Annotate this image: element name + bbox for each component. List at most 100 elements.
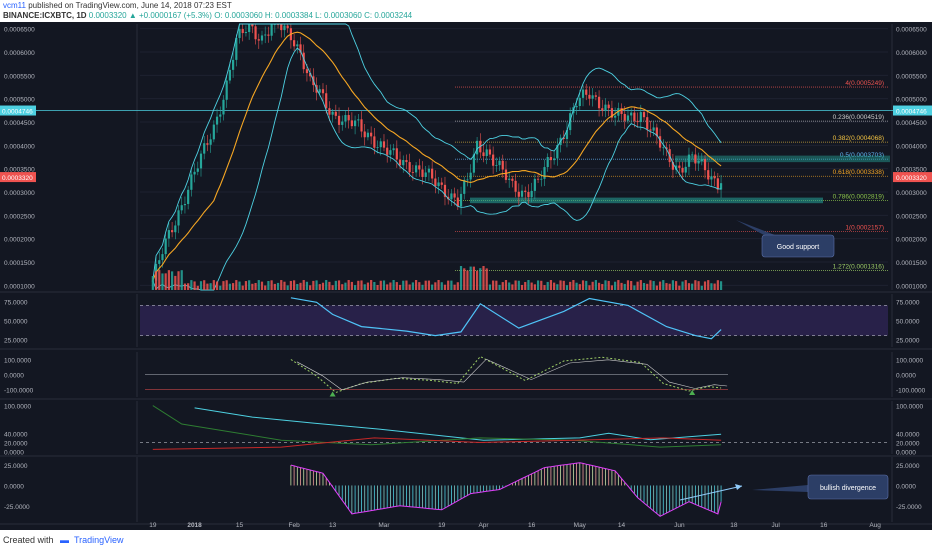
fib-level-label: 0.236(0.0004519): [833, 114, 884, 121]
volume-bar: [492, 280, 495, 290]
volume-bar: [273, 283, 276, 290]
candle-body: [597, 96, 601, 109]
volume-bar: [321, 282, 325, 290]
candle-body: [164, 238, 167, 255]
rsi-tick-right: 50.0000: [896, 319, 920, 326]
candle-body: [440, 182, 443, 185]
publish-info: published on TradingView.com, June 14, 2…: [28, 1, 232, 10]
candle-body: [238, 29, 241, 38]
tradingview-brand[interactable]: TradingView: [74, 535, 124, 545]
volume-bar: [488, 284, 492, 290]
support-callout-text: Good support: [777, 244, 819, 251]
volume-bar: [248, 280, 251, 290]
candle-body: [325, 93, 328, 109]
price-tick-right: 0.0002500: [896, 213, 927, 220]
candle-body: [694, 154, 697, 164]
volume-bar: [559, 280, 562, 290]
volume-bar: [675, 281, 678, 290]
volume-bar: [225, 280, 228, 290]
fib-level-label: 0.382(0.0004068): [833, 135, 884, 142]
candle-body: [466, 179, 469, 181]
volume-bar: [376, 284, 379, 290]
volume-bar: [305, 281, 309, 290]
price-tick-left: 0.0001000: [4, 283, 35, 290]
chart-canvas[interactable]: 0.0006500 0.0006500 0.0006000 0.0006000 0.00…: [0, 22, 932, 530]
volume-bar: [199, 281, 203, 290]
volume-bar: [501, 282, 504, 290]
candle-body: [594, 95, 597, 97]
price-tick-left: 0.0004500: [4, 120, 35, 127]
author-link[interactable]: vcm11: [3, 1, 26, 10]
price-badge-left: [0, 105, 36, 116]
tradingview-logo[interactable]: ▬: [60, 535, 69, 545]
candle-body: [299, 44, 302, 53]
volume-bar: [360, 280, 363, 290]
volume-bar: [578, 284, 581, 290]
candle-body: [623, 113, 626, 121]
volume-bar: [151, 276, 154, 290]
candle-body: [675, 165, 678, 170]
volume-bar: [283, 281, 286, 290]
osc-tick-left: 0.0000: [4, 373, 24, 380]
volume-bar: [459, 266, 463, 290]
volume-bar: [668, 283, 671, 290]
volume-bar: [556, 284, 559, 290]
candle-body: [472, 154, 475, 173]
candle-body: [710, 176, 713, 180]
volume-bar: [520, 284, 524, 290]
volume-bar: [431, 284, 434, 290]
rsi-band: [140, 305, 888, 336]
x-tick-label: Aug: [869, 522, 881, 529]
volume-bar: [562, 280, 565, 290]
volume-bar: [700, 285, 703, 290]
candle-body: [488, 149, 492, 155]
candle-body: [607, 104, 610, 109]
candle-body: [389, 150, 392, 155]
volume-bar: [414, 280, 418, 290]
candle-body: [421, 169, 424, 177]
volume-bar: [177, 271, 180, 290]
candle-body: [463, 179, 466, 194]
volume-bar: [607, 280, 610, 290]
volume-bar: [405, 280, 408, 290]
candle-body: [231, 59, 235, 70]
volume-bar: [447, 280, 450, 290]
candle-body: [363, 131, 366, 138]
candle-body: [405, 160, 408, 163]
price-tick-left: 0.0006500: [4, 27, 35, 34]
volume-bar: [540, 280, 543, 290]
candle-body: [402, 160, 405, 166]
fib-level-label: 0.786(0.0002819): [833, 193, 884, 200]
rsi-tick-left: 25.0000: [4, 337, 28, 344]
x-tick-label: 15: [236, 522, 244, 529]
volume-bar: [193, 281, 196, 290]
adx-series-line-0: [194, 407, 722, 441]
symbol-line: BINANCE:ICXBTC, 1D 0.0003320 ▲ +0.000016…: [3, 11, 412, 20]
osc-tick-right: 0.0000: [896, 373, 916, 380]
price-tick-right: 0.0004500: [896, 120, 927, 127]
candle-body: [183, 203, 187, 206]
osc-line: [296, 358, 728, 391]
candle-body: [431, 168, 434, 179]
candle-body: [344, 115, 347, 122]
candle-body: [700, 159, 703, 161]
volume-bar: [536, 280, 540, 290]
candle-body: [376, 147, 379, 148]
volume-bar: [594, 280, 597, 290]
volume-bar: [434, 282, 437, 290]
volume-bar: [604, 280, 607, 290]
volume-bar: [479, 268, 482, 290]
volume-bar: [260, 281, 264, 290]
created-with-label: Created with: [3, 535, 54, 545]
volume-bar: [292, 280, 296, 290]
volume-bar: [475, 270, 479, 290]
candle-body: [671, 162, 675, 170]
volume-bar: [408, 284, 411, 290]
moving-average-line: [152, 31, 722, 281]
candle-body: [482, 152, 485, 157]
volume-bar: [508, 282, 511, 290]
volume-bar: [389, 282, 392, 290]
chart-header: vcm11 published on TradingView.com, June…: [0, 0, 932, 22]
price-tick-right: 0.0001000: [896, 283, 927, 290]
price-tick-left: 0.0002500: [4, 213, 35, 220]
